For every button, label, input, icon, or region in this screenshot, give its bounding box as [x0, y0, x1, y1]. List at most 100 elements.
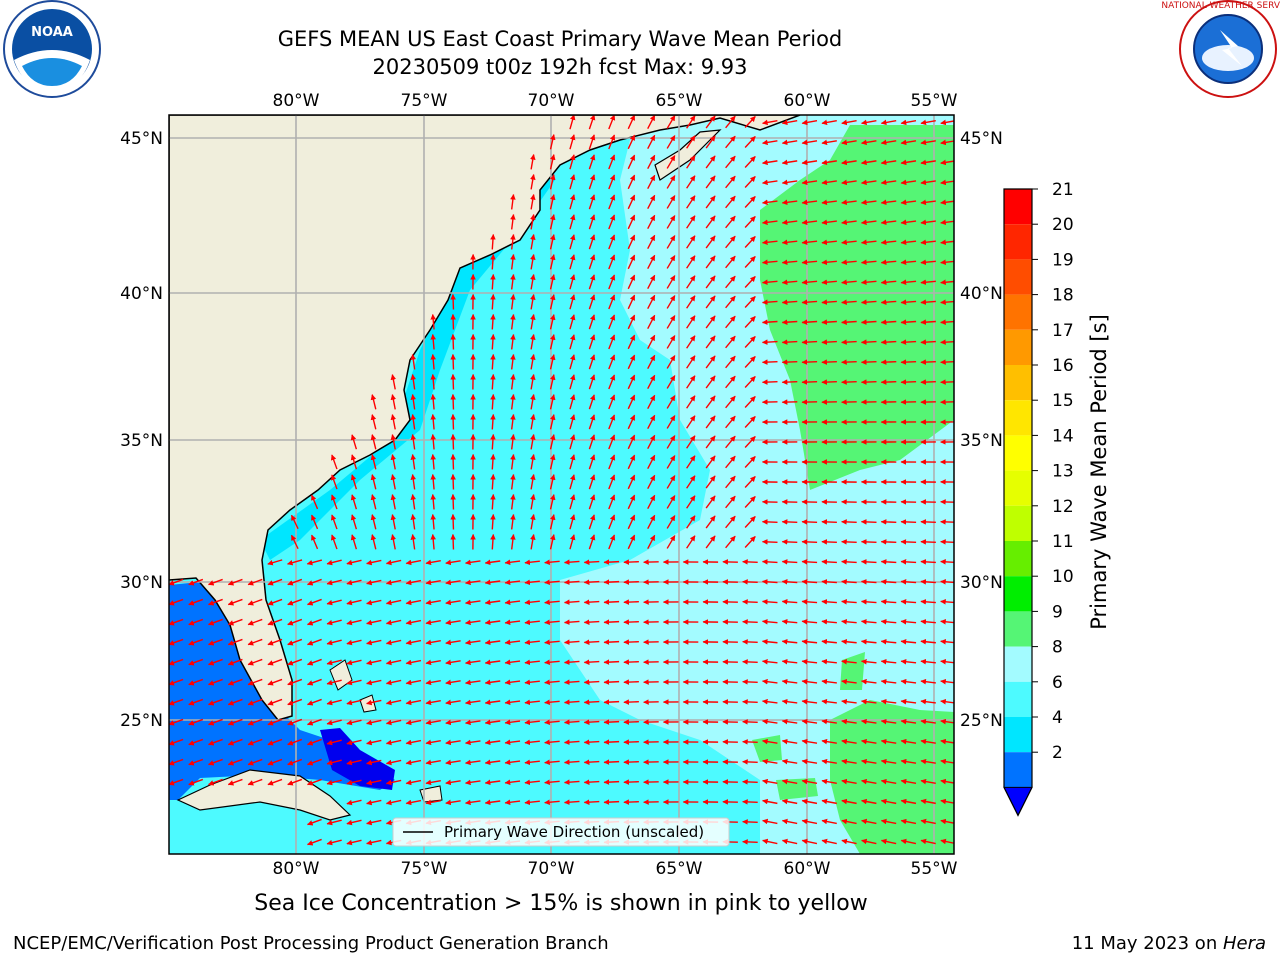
- wave-direction-arrow: [781, 678, 798, 685]
- wave-direction-arrow: [666, 495, 676, 509]
- wave-direction-arrow: [900, 139, 917, 146]
- wave-direction-arrow: [287, 559, 303, 566]
- wave-direction-arrow: [608, 214, 616, 230]
- wave-direction-arrow: [821, 559, 837, 565]
- wave-direction-arrow: [725, 535, 736, 549]
- wave-direction-arrow: [549, 334, 556, 350]
- wave-direction-arrow: [588, 454, 596, 470]
- wave-direction-arrow: [920, 818, 936, 825]
- wave-direction-arrow: [861, 778, 877, 785]
- land-us-east: [169, 115, 801, 721]
- colorbar-tick-label: 15: [1052, 391, 1074, 411]
- wave-direction-arrow: [920, 559, 936, 565]
- wave-direction-arrow: [307, 638, 322, 646]
- wave-direction-arrow: [821, 319, 837, 325]
- wave-direction-arrow: [725, 135, 736, 149]
- wave-direction-arrow: [588, 154, 596, 170]
- wave-direction-arrow: [821, 618, 837, 625]
- wave-direction-arrow: [880, 718, 897, 725]
- wave-direction-arrow: [569, 154, 576, 170]
- wave-direction-arrow: [287, 698, 303, 706]
- wave-direction-arrow: [666, 475, 676, 489]
- wave-direction-arrow: [563, 639, 580, 645]
- wave-direction-arrow: [647, 534, 656, 549]
- wave-direction-arrow: [425, 699, 441, 706]
- wave-direction-arrow: [686, 295, 696, 309]
- wave-direction-arrow: [450, 493, 456, 510]
- wave-direction-arrow: [841, 319, 857, 325]
- wave-direction-arrow: [801, 559, 818, 565]
- wave-direction-arrow: [330, 494, 338, 510]
- wave-direction-arrow: [860, 678, 877, 685]
- colorbar-tick-label: 17: [1052, 321, 1074, 341]
- wave-direction-arrow: [450, 353, 456, 370]
- wave-direction-arrow: [563, 699, 580, 705]
- wave-direction-arrow: [781, 658, 798, 665]
- wave-direction-arrow: [603, 639, 620, 645]
- wave-direction-arrow: [330, 534, 338, 550]
- wave-direction-arrow: [425, 619, 441, 626]
- wave-direction-arrow: [920, 239, 936, 246]
- wave-direction-arrow: [445, 779, 461, 786]
- wave-direction-arrow: [510, 333, 516, 350]
- wave-direction-arrow: [821, 738, 837, 745]
- wave-direction-arrow: [744, 255, 756, 269]
- wave-direction-arrow: [350, 454, 358, 470]
- wave-direction-arrow: [208, 678, 223, 686]
- wave-direction-arrow: [762, 199, 778, 206]
- wave-direction-arrow: [821, 179, 837, 186]
- wave-direction-arrow: [686, 335, 696, 349]
- wave-direction-arrow: [841, 758, 857, 765]
- wave-direction-arrow: [860, 339, 877, 345]
- wave-direction-arrow: [504, 739, 521, 746]
- wave-direction-arrow: [208, 758, 223, 766]
- wave-direction-arrow: [761, 559, 778, 565]
- wave-direction-arrow: [430, 533, 436, 550]
- wave-direction-arrow: [940, 299, 954, 305]
- wave-direction-arrow: [188, 658, 204, 666]
- wave-direction-arrow: [900, 359, 917, 365]
- wave-direction-arrow: [705, 155, 716, 169]
- wave-direction-arrow: [524, 579, 540, 586]
- wave-direction-arrow: [510, 313, 516, 330]
- period-field-9-10-south: [830, 700, 954, 854]
- wave-direction-arrow: [742, 839, 758, 845]
- wave-direction-arrow: [705, 515, 716, 529]
- wave-direction-arrow: [742, 579, 758, 585]
- wave-direction-arrow: [627, 134, 636, 150]
- wave-direction-arrow: [623, 659, 639, 665]
- wave-direction-arrow: [366, 659, 382, 666]
- wave-direction-arrow: [290, 534, 299, 550]
- wave-direction-arrow: [563, 719, 580, 725]
- wave-direction-arrow: [410, 514, 417, 530]
- wave-direction-arrow: [583, 719, 600, 725]
- wave-direction-arrow: [761, 678, 778, 685]
- wave-direction-arrow: [686, 195, 696, 209]
- wave-direction-arrow: [920, 599, 936, 605]
- wave-direction-arrow: [490, 233, 496, 250]
- wave-direction-arrow: [880, 618, 897, 625]
- wave-direction-arrow: [326, 659, 342, 666]
- wave-direction-arrow: [603, 719, 620, 725]
- wave-direction-arrow: [588, 234, 596, 250]
- wave-direction-arrow: [761, 658, 778, 665]
- wave-direction-arrow: [346, 659, 362, 666]
- lon-tick: 70°W: [528, 859, 575, 879]
- wave-direction-arrow: [484, 579, 501, 586]
- wave-direction-arrow: [588, 214, 596, 230]
- wave-direction-arrow: [627, 474, 636, 490]
- wave-direction-arrow: [900, 339, 917, 345]
- wave-direction-arrow: [208, 598, 223, 606]
- wave-direction-arrow: [821, 638, 837, 645]
- wave-direction-arrow: [350, 434, 358, 450]
- wave-direction-arrow: [705, 235, 716, 249]
- wave-direction-arrow: [247, 758, 263, 766]
- wave-direction-arrow: [705, 195, 716, 209]
- wave-direction-arrow: [744, 295, 756, 309]
- wave-direction-arrow: [880, 599, 897, 605]
- wave-direction-arrow: [425, 659, 441, 666]
- wave-direction-arrow: [484, 599, 501, 606]
- wave-direction-arrow: [330, 474, 338, 490]
- wave-direction-arrow: [686, 535, 696, 549]
- wave-direction-arrow: [544, 679, 560, 686]
